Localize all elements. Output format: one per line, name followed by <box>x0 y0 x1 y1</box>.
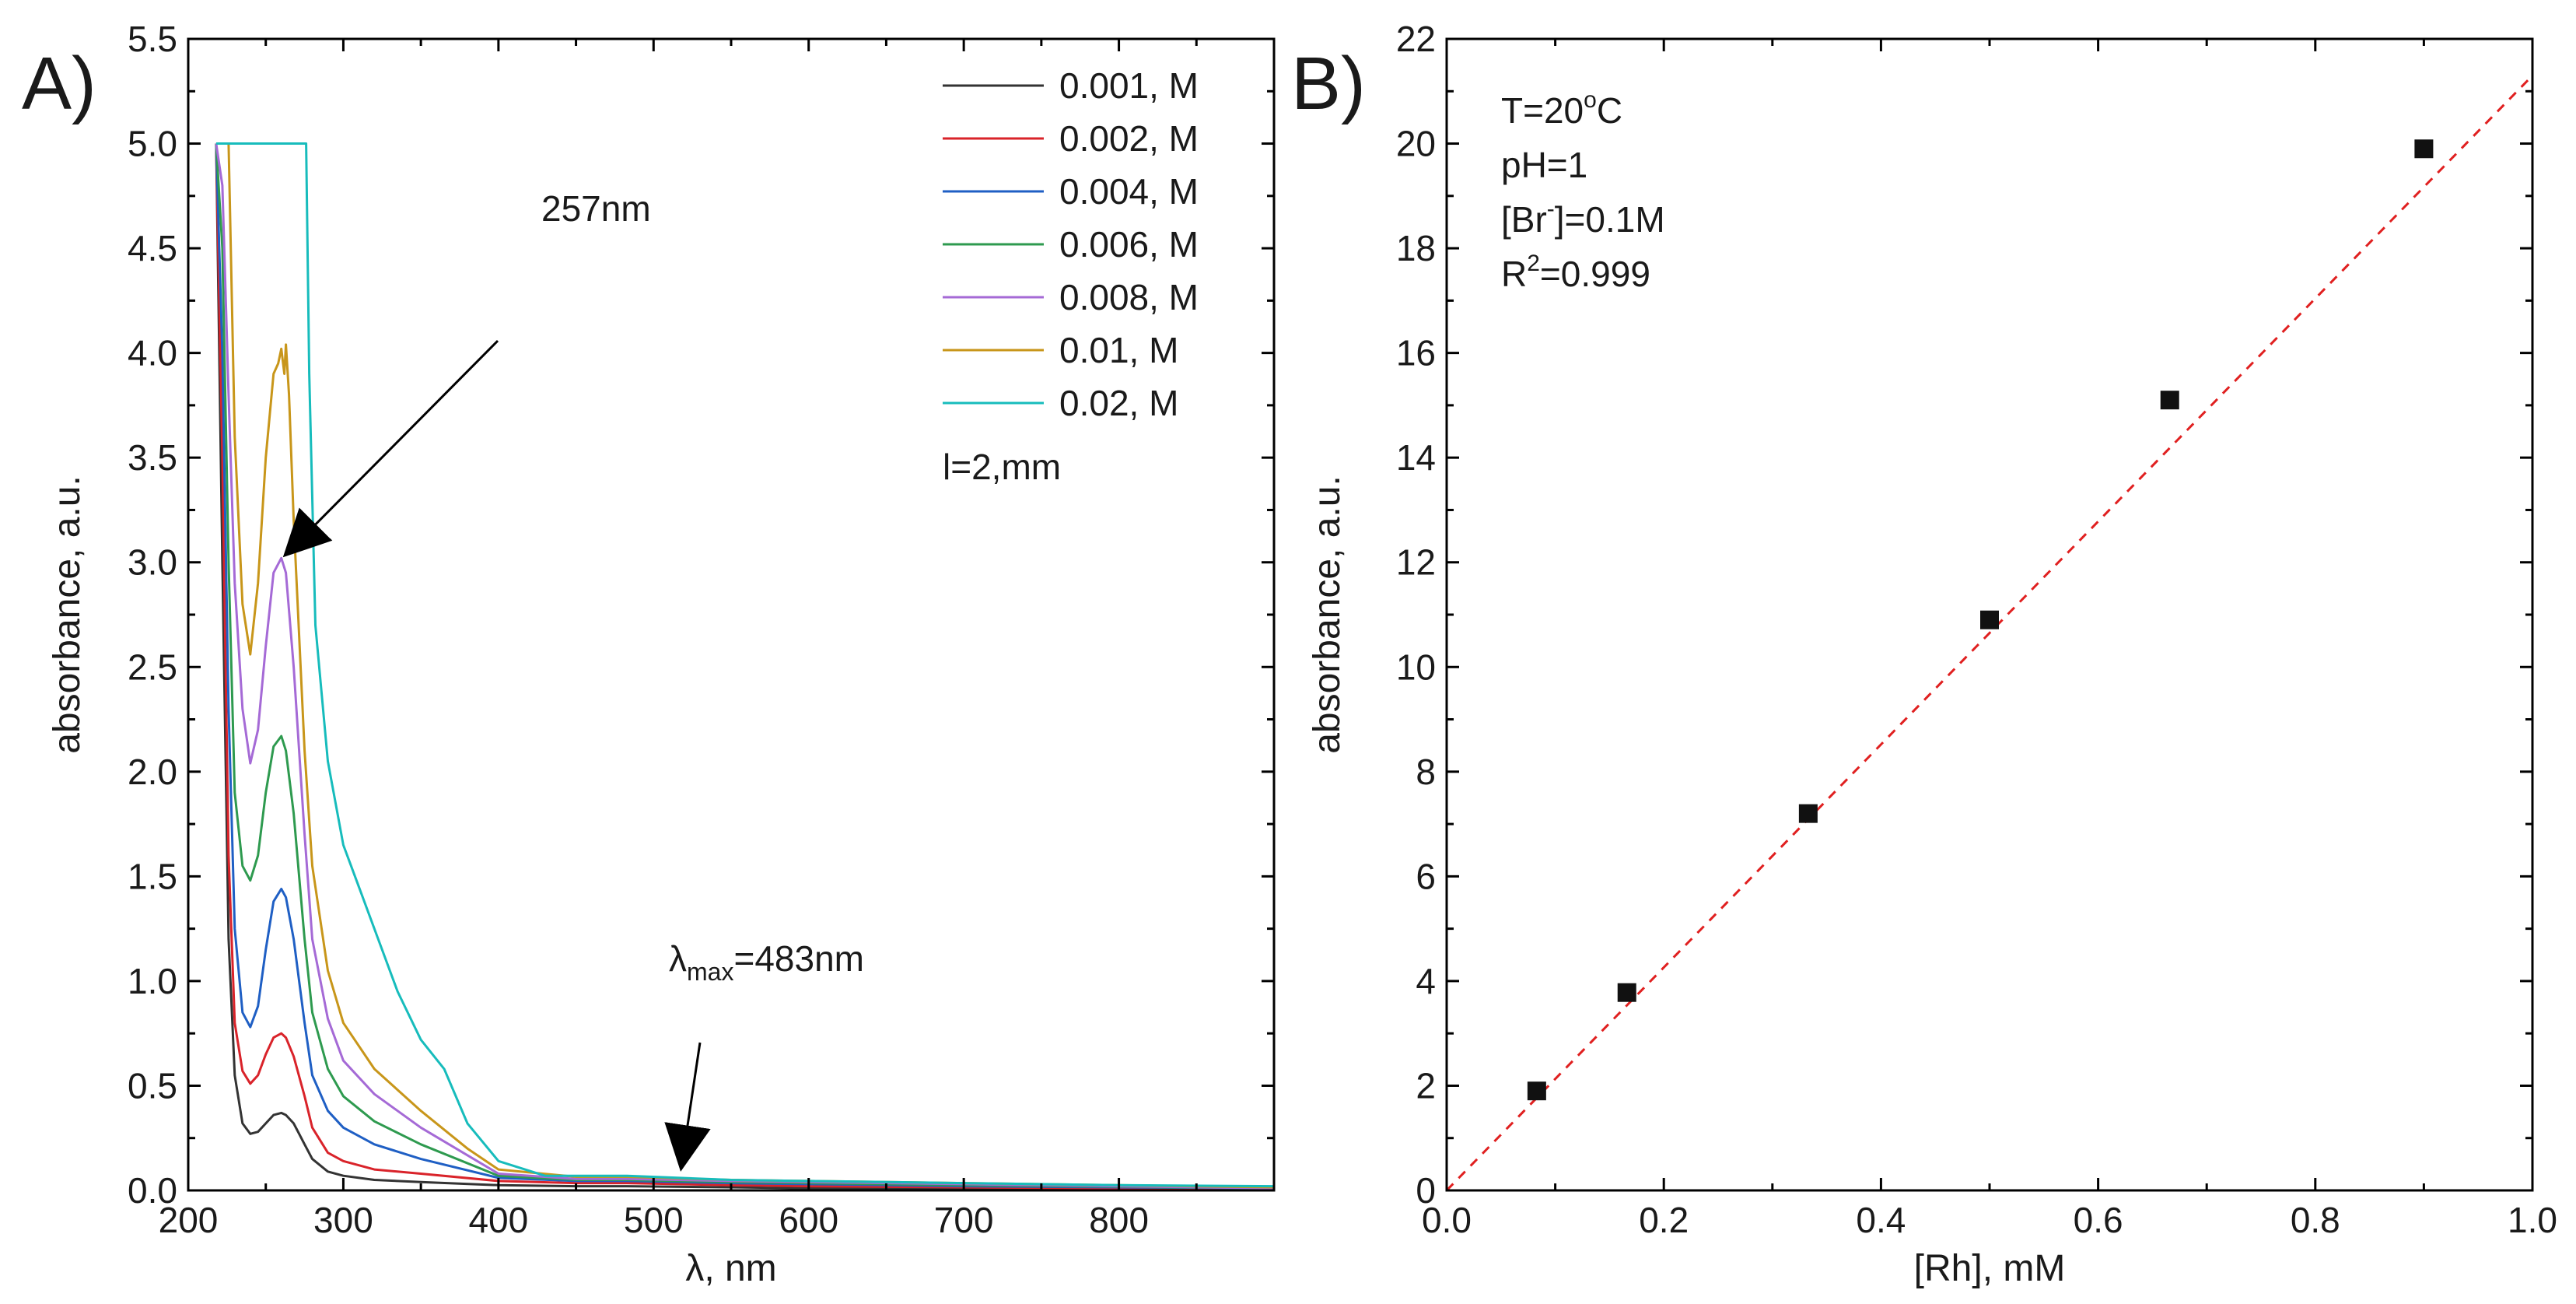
lambda-max-value: =483nm <box>733 938 864 979</box>
panel-b-x-tick-label: 0.6 <box>2074 1200 2123 1240</box>
series-line-0.02 <box>215 142 1274 1188</box>
series-line-0.008 <box>215 143 1274 1190</box>
panel-b-y-tick-label: 16 <box>1396 333 1436 373</box>
panel-b: B) 0.0 0.2 0.4 0.6 0.8 1.00246810121416182022… <box>1291 19 2557 1289</box>
data-point-marker <box>1527 1081 1546 1101</box>
panel-b-y-tick-label: 8 <box>1416 752 1436 792</box>
panel-a-y-tick-label: 4.5 <box>128 228 177 268</box>
legend-entry-label: 0.004, M <box>1059 171 1199 212</box>
panel-a-y-axis-title: absorbance, a.u. <box>47 475 88 754</box>
panel-b-ticks: 0.0 0.2 0.4 0.6 0.8 1.0 0 2 4 6 8 10 12 14 16 18 20 22 <box>1396 19 2557 1240</box>
temperature-condition: T=20oC <box>1501 87 1622 131</box>
panel-a-y-tick-label: 0.0 <box>128 1170 177 1211</box>
r-squared: R2=0.999 <box>1501 251 1650 294</box>
panel-a-x-tick-label: 700 <box>934 1200 994 1240</box>
panel-a-y-tick-label: 3.0 <box>128 542 177 583</box>
temperature-value: T=20 <box>1501 90 1584 131</box>
bromide-prefix: [Br <box>1501 199 1547 240</box>
linear-fit-line <box>1447 75 2532 1190</box>
ph-condition: pH=1 <box>1501 145 1587 185</box>
panel-b-y-tick-label: 22 <box>1396 19 1436 59</box>
panel-b-x-tick-label: 0.4 <box>1856 1200 1906 1240</box>
data-point-marker <box>1980 610 1999 629</box>
panel-b-y-tick-label: 12 <box>1396 542 1436 583</box>
peak-257nm-arrow <box>282 339 499 558</box>
panel-b-label: B) <box>1291 42 1366 125</box>
panel-a-x-tick-label: 400 <box>468 1200 528 1240</box>
panel-b-x-tick-label: 0.2 <box>1639 1200 1689 1240</box>
panel-a-series-layer <box>215 142 1274 1190</box>
legend-entry-label: 0.01, M <box>1059 330 1178 370</box>
data-point-marker <box>1798 804 1818 823</box>
legend-entry-label: 0.008, M <box>1059 277 1199 317</box>
panel-a-x-tick-label: 800 <box>1089 1200 1149 1240</box>
lambda-max-arrow <box>664 1042 711 1172</box>
panel-a-y-tick-label: 1.0 <box>128 961 177 1001</box>
peak-257nm-label: 257nm <box>541 188 651 229</box>
panel-b-y-tick-label: 2 <box>1416 1065 1436 1106</box>
panel-a-ticks: 200 300 400 500 600 700 800 0.0 0.5 1.0 1.5 2.0 2.5 3… <box>128 19 1274 1240</box>
bromide-superscript: - <box>1547 196 1555 222</box>
panel-b-x-tick-label: 1.0 <box>2508 1200 2557 1240</box>
bromide-value: ]=0.1M <box>1555 199 1665 240</box>
series-line-0.001 <box>215 143 1274 1190</box>
panel-a-x-tick-label: 600 <box>779 1200 838 1240</box>
data-point-marker <box>2414 139 2434 159</box>
lambda-subscript: max <box>687 958 733 986</box>
panel-b-x-tick-label: 0.8 <box>2291 1200 2340 1240</box>
panel-a-y-tick-label: 4.0 <box>128 333 177 373</box>
r2-superscript: 2 <box>1527 251 1540 276</box>
data-point-marker <box>1617 983 1636 1002</box>
panel-b-x-tick-label: 0.0 <box>1422 1200 1472 1240</box>
temperature-unit: C <box>1597 90 1622 131</box>
panel-a-x-tick-label: 500 <box>624 1200 684 1240</box>
panel-a-x-axis-title: λ, nm <box>685 1248 776 1289</box>
panel-b-y-axis-title: absorbance, a.u. <box>1307 475 1348 754</box>
panel-b-y-tick-label: 10 <box>1396 647 1436 687</box>
panel-b-y-tick-label: 0 <box>1416 1170 1436 1211</box>
legend-entry-label: 0.006, M <box>1059 224 1199 265</box>
degree-superscript: o <box>1584 87 1597 113</box>
panel-b-y-tick-label: 14 <box>1396 437 1436 478</box>
r2-value: =0.999 <box>1540 254 1650 294</box>
panel-b-y-tick-label: 20 <box>1396 124 1436 164</box>
panel-a-x-tick-label: 300 <box>313 1200 373 1240</box>
legend-entry-label: 0.002, M <box>1059 118 1199 159</box>
lambda-max-annotation: λmax=483nm <box>669 938 864 986</box>
panel-b-plot-layer <box>1447 75 2532 1190</box>
panel-b-y-tick-label: 4 <box>1416 961 1436 1001</box>
panel-a-x-tick-label: 200 <box>159 1200 219 1240</box>
panel-a-legend: 0.001, M 0.002, M 0.004, M 0.006, M 0.008, M… <box>943 65 1199 423</box>
panel-a-frame <box>187 37 1276 1192</box>
panel-b-y-tick-label: 6 <box>1416 856 1436 896</box>
panel-a-y-tick-label: 5.0 <box>128 124 177 164</box>
panel-a-y-tick-label: 3.5 <box>128 437 177 478</box>
panel-a: A) 200 300 400 500 600 700 8000.00.51.01.52.02… <box>22 19 1276 1289</box>
panel-a-y-tick-label: 1.5 <box>128 856 177 896</box>
panel-a-y-tick-label: 2.0 <box>128 752 177 792</box>
panel-a-y-tick-label: 2.5 <box>128 647 177 687</box>
legend-entry-label: 0.02, M <box>1059 383 1178 423</box>
series-line-0.002 <box>215 143 1274 1190</box>
r2-prefix: R <box>1501 254 1527 294</box>
panel-b-y-tick-label: 18 <box>1396 228 1436 268</box>
panel-b-x-axis-title: [Rh], mM <box>1914 1248 2066 1289</box>
panel-a-y-tick-label: 0.5 <box>128 1065 177 1106</box>
path-length-note: l=2,mm <box>943 447 1061 487</box>
bromide-condition: [Br-]=0.1M <box>1501 196 1665 240</box>
panel-a-label: A) <box>22 42 96 125</box>
panel-a-y-tick-label: 5.5 <box>128 19 177 59</box>
lambda-symbol: λ <box>669 938 687 979</box>
legend-entry-label: 0.001, M <box>1059 65 1199 106</box>
data-point-marker <box>2160 391 2179 410</box>
